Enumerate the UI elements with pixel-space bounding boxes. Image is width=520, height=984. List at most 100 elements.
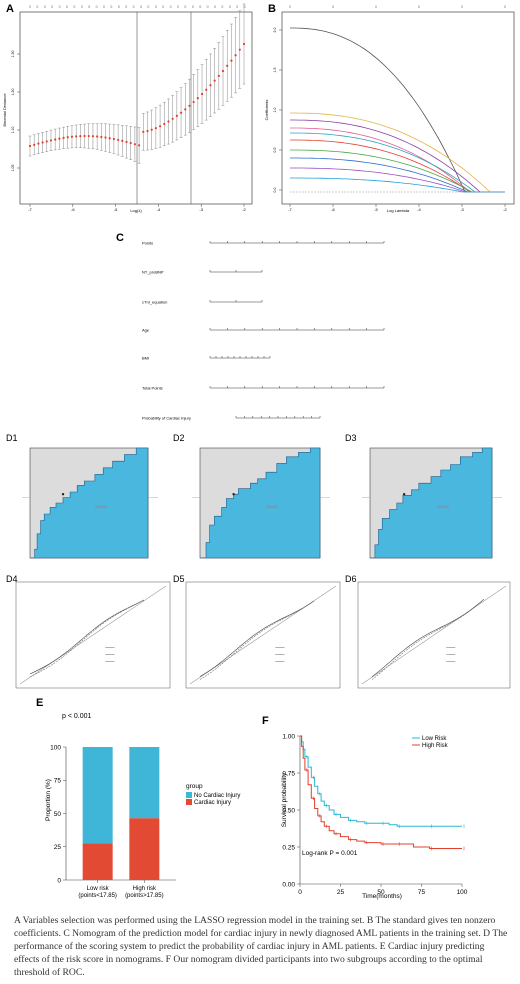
- panel-b-coef-path: [290, 157, 505, 193]
- panel-e-bar-segment: [82, 747, 113, 844]
- panel-a-point: [45, 140, 48, 143]
- panel-a-ylabel: Binomial Deviance: [2, 93, 7, 127]
- panel-a-point: [33, 143, 36, 146]
- panel-c-row-label: Age: [142, 328, 150, 333]
- panel-a-point: [142, 130, 145, 133]
- panel-b-coef-path: [290, 177, 505, 193]
- panel-d-auc-tag: [266, 505, 278, 509]
- panel-f-x-tick-label: 100: [457, 889, 468, 896]
- panel-f-legend-label: Low Risk: [422, 736, 447, 742]
- panel-b-x-tick-label: -6: [331, 207, 335, 212]
- panel-a-top-count: 0: [36, 5, 38, 9]
- panel-e: E p < 0.001 Proportion (%) 0 25 50 75 100 Lo…: [36, 697, 240, 899]
- panel-b-coef-path: [290, 127, 505, 193]
- panel-b-x-ticks: -7 -6 -5 -4 -3 -2 0 0 0 0 0 0: [288, 5, 507, 212]
- panel-d-bias-corrected-line: [29, 599, 145, 678]
- panel-d-label: D3: [345, 433, 357, 443]
- panel-a-deviance-series: [28, 3, 246, 164]
- panel-a-x-tick-label: -3: [199, 207, 203, 212]
- panel-a-point: [221, 69, 225, 73]
- panel-b-top-count: 0: [504, 5, 506, 9]
- panel-d-label: D4: [6, 574, 18, 584]
- panel-a-x-tick-label: -4: [157, 207, 161, 212]
- panel-e-bars: [82, 747, 160, 880]
- panel-a-x-ticks: 0 0 0 0 0 0 0 0 0 0 0 0 0 0 0 0 0 0 0 0 0 0 0 0 0 0 0 0 0 0 -7 -6 -5 -4 -3…: [28, 5, 246, 212]
- panel-f-y-tick-label: 0.25: [282, 844, 295, 851]
- panel-a-point: [196, 97, 199, 100]
- panel-a-point: [154, 127, 157, 130]
- panel-d-label: D6: [345, 574, 357, 584]
- panel-e-x-ticks: Low risk(points<17.85) High risk(points>1…: [78, 880, 164, 899]
- panel-b-y-tick-label: 2.0: [273, 28, 277, 33]
- panel-a-top-count: 0: [96, 5, 98, 9]
- panel-a-point: [238, 48, 241, 51]
- panel-a-top-count: 0: [147, 5, 149, 9]
- panel-e-y-tick-label: 75: [54, 778, 62, 785]
- panel-b-coef-path: [290, 112, 505, 193]
- panel-a-point: [188, 104, 191, 107]
- panel-b-top-count: 0: [418, 5, 420, 9]
- panel-a-top-count: 0: [155, 5, 157, 9]
- panel-a-top-count: 0: [199, 5, 201, 9]
- panel-f-y-tick-label: 0.75: [282, 770, 295, 777]
- panel-a-point: [79, 135, 82, 138]
- panel-a-point: [62, 136, 65, 139]
- panel-d: D1 D2 D3 D4 D5 D6: [6, 433, 511, 689]
- panel-a-point: [171, 117, 174, 120]
- panel-e-bar-segment: [129, 818, 160, 880]
- panel-c-label: C: [116, 232, 124, 244]
- panel-b-y-ticks: 0.0 0.5 1.0 1.5 2.0: [273, 28, 282, 193]
- panel-d-cutoff-point: [232, 493, 235, 496]
- panel-d-roc-area: [200, 447, 321, 559]
- panel-a-top-count: 0: [133, 5, 135, 9]
- panel-a-top-count: 0: [170, 5, 172, 9]
- panel-c-nomogram-rows: Points NT_proBNP cTnI_equation Age BMI Total …: [142, 241, 385, 421]
- panel-b-coefficient-paths: [290, 27, 505, 193]
- panel-d-auc-tag: [437, 505, 450, 509]
- panel-b-y-tick-label: 1.5: [273, 68, 277, 73]
- panel-c: C Points NT_proBNP cTnI_equation Age BMI Tota…: [116, 232, 385, 421]
- panel-a-x-tick-label: -6: [71, 207, 75, 212]
- panel-b-y-tick-label: 0.0: [273, 188, 277, 193]
- panel-a-top-count: 0: [207, 5, 209, 9]
- panel-a-top-count: 0: [184, 5, 186, 9]
- panel-f-survival-curve: [300, 735, 462, 827]
- panel-f-label: F: [262, 715, 269, 727]
- panel-a-point: [87, 134, 90, 138]
- panel-b-coef-path: [290, 119, 505, 193]
- panel-b-top-count: 0: [289, 5, 291, 9]
- panel-a-point: [234, 54, 237, 57]
- panel-a-point: [242, 42, 246, 46]
- panel-a-top-count: 0: [81, 5, 83, 9]
- panel-e-y-ticks: 0 25 50 75 100: [50, 744, 176, 884]
- panel-f-x-tick-label: 75: [418, 889, 426, 896]
- panel-a-top-count: 0: [118, 5, 120, 9]
- panel-a-y-tick-label: 1.05: [11, 165, 15, 172]
- panel-a-point: [75, 135, 78, 138]
- panel-a-point: [100, 135, 103, 139]
- panel-d-bias-corrected-line: [199, 600, 315, 680]
- panel-c-row-label: NT_proBNP: [142, 270, 164, 275]
- panel-b-coef-path: [290, 167, 505, 193]
- panel-f-ylabel: Survival probability: [281, 772, 288, 827]
- panel-a-top-count: 0: [177, 5, 179, 9]
- panel-a-point: [37, 142, 40, 145]
- panel-e-annotation: p < 0.001: [62, 713, 91, 720]
- panel-e-bar-segment: [129, 747, 160, 819]
- panel-a-top-count: 0: [66, 5, 68, 9]
- panel-f-x-tick-label: 25: [337, 889, 345, 896]
- panel-e-x-tick-label: High risk: [133, 886, 157, 892]
- panel-a-top-count: 0: [192, 5, 194, 9]
- panel-a-point: [226, 64, 229, 67]
- panel-e-x-tick-label: Low risk: [87, 886, 110, 892]
- panel-d-auc-tag: [94, 505, 107, 509]
- panel-a-point: [179, 111, 183, 114]
- panel-e-bar-segment: [82, 843, 113, 880]
- panel-a-point: [192, 100, 195, 104]
- panel-a-point: [28, 144, 32, 148]
- panel-d-apparent-line: [199, 600, 315, 677]
- panel-a-point: [158, 125, 162, 128]
- panel-b-x-tick-label: -3: [460, 207, 464, 212]
- panel-a-top-count: 0: [73, 5, 75, 9]
